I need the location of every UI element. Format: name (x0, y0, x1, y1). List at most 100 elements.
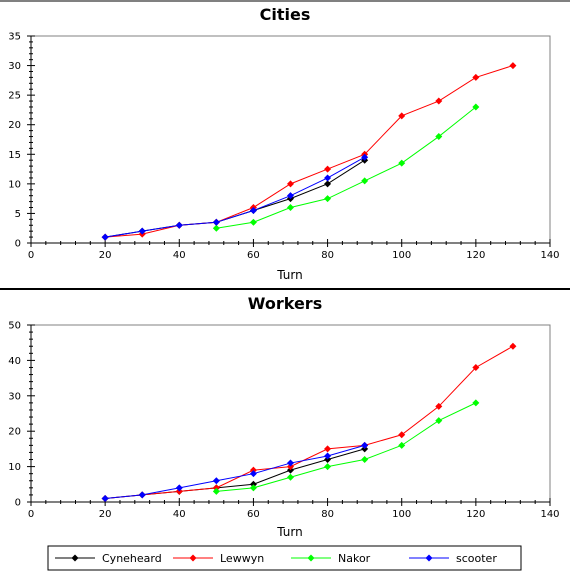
workers-point-lewwyn (398, 431, 406, 439)
cities-series-line-lewwyn (105, 65, 514, 238)
workers-y-tick-label: 30 (8, 391, 21, 402)
workers-y-tick-label: 10 (8, 462, 21, 473)
workers-chart: Workers 0 10 20 30 40 50 0 20 40 60 80 100 120 140 Tu… (8, 294, 559, 539)
cities-point-scooter (287, 192, 294, 200)
cities-series-line-scooter (105, 156, 365, 238)
legend-marker-nakor (307, 554, 315, 562)
legend-marker-scooter (425, 554, 433, 562)
cities-point-nakor (212, 224, 220, 232)
cities-point-lewwyn (509, 62, 517, 70)
workers-point-nakor (435, 417, 443, 425)
legend-label-cyneheard: Cyneheard (102, 552, 162, 565)
cities-y-tick-label: 0 (15, 239, 21, 250)
workers-y-tick-label: 0 (15, 498, 21, 509)
workers-point-nakor (361, 456, 369, 464)
workers-series (101, 342, 517, 502)
workers-point-lewwyn (287, 463, 294, 471)
workers-point-cyneheard (324, 456, 332, 464)
cities-y-tick-label: 25 (8, 91, 21, 102)
cities-point-lewwyn (435, 97, 443, 105)
workers-chart-title: Workers (248, 294, 322, 313)
workers-point-nakor (324, 463, 332, 471)
legend-entry-nakor: Nakor (291, 552, 371, 565)
cities-point-lewwyn (398, 112, 406, 120)
workers-point-scooter (138, 491, 146, 499)
cities-point-scooter (249, 206, 257, 214)
workers-x-tick-label: 60 (247, 509, 260, 520)
cities-point-scooter (212, 218, 220, 226)
cities-point-cyneheard (324, 180, 332, 188)
legend-marker-cyneheard (71, 554, 79, 562)
workers-point-nakor (212, 487, 220, 495)
cities-point-nakor (287, 204, 294, 212)
workers-series-line-nakor (216, 402, 477, 492)
workers-point-lewwyn (509, 342, 517, 350)
workers-point-cyneheard (287, 466, 294, 474)
workers-series-line-scooter (105, 444, 365, 499)
workers-point-nakor (398, 441, 406, 449)
workers-point-lewwyn (472, 363, 480, 371)
cities-x-tick-label: 120 (466, 250, 485, 261)
cities-x-tick-label: 20 (99, 250, 112, 261)
cities-chart-title: Cities (260, 5, 311, 24)
legend-label-nakor: Nakor (338, 552, 371, 565)
cities-point-nakor (324, 195, 332, 203)
cities-point-nakor (472, 103, 480, 111)
workers-point-scooter (175, 484, 183, 492)
workers-point-scooter (249, 470, 257, 478)
cities-point-nakor (361, 177, 369, 185)
workers-point-lewwyn (249, 466, 257, 474)
legend-entry-lewwyn: Lewwyn (173, 552, 264, 565)
workers-point-lewwyn (324, 445, 332, 453)
workers-point-scooter (212, 477, 220, 485)
cities-point-lewwyn (324, 165, 332, 173)
legend-label-lewwyn: Lewwyn (220, 552, 264, 565)
cities-y-tick-label: 30 (8, 61, 21, 72)
cities-point-nakor (398, 159, 406, 167)
cities-point-scooter (101, 233, 109, 241)
workers-x-tick-label: 120 (466, 509, 485, 520)
workers-x-tick-label: 40 (173, 509, 186, 520)
workers-point-cyneheard (361, 445, 369, 453)
cities-series (101, 62, 517, 241)
workers-y-tick-label: 40 (8, 356, 21, 367)
cities-point-lewwyn (287, 180, 294, 188)
workers-x-tick-label: 80 (321, 509, 334, 520)
cities-y-tick-label: 5 (15, 209, 21, 220)
cities-x-tick-label: 80 (321, 250, 334, 261)
cities-x-tick-label: 140 (540, 250, 559, 261)
legend-entry-scooter: scooter (409, 552, 497, 565)
cities-point-nakor (249, 218, 257, 226)
cities-point-scooter (361, 153, 369, 161)
workers-point-lewwyn (212, 484, 220, 492)
workers-x-tick-label: 140 (540, 509, 559, 520)
workers-x-tick-label: 0 (28, 509, 34, 520)
workers-point-nakor (472, 399, 480, 407)
legend: Cyneheard Lewwyn Nakor scooter (47, 545, 522, 571)
workers-y-tick-label: 50 (8, 321, 21, 332)
workers-x-tick-label: 100 (392, 509, 411, 520)
cities-series-line-nakor (216, 106, 477, 229)
workers-point-lewwyn (435, 402, 443, 410)
cities-point-nakor (435, 133, 443, 141)
cities-x-tick-label: 60 (247, 250, 260, 261)
workers-y-tick-label: 20 (8, 427, 21, 438)
cities-x-tick-label: 100 (392, 250, 411, 261)
workers-point-lewwyn (175, 487, 183, 495)
cities-y-tick-label: 15 (8, 150, 21, 161)
cities-y-tick-label: 35 (8, 32, 21, 43)
cities-point-scooter (324, 174, 332, 182)
cities-x-tick-label: 0 (28, 250, 34, 261)
cities-x-axis-label: Turn (276, 268, 302, 282)
workers-x-axis-label: Turn (276, 525, 302, 539)
cities-axes: 0 5 10 15 20 25 30 35 0 20 40 60 80 100 120 140 (8, 32, 559, 262)
legend-marker-lewwyn (189, 554, 197, 562)
cities-y-tick-label: 10 (8, 179, 21, 190)
workers-point-scooter (324, 452, 332, 460)
cities-point-scooter (138, 227, 146, 235)
workers-axes: 0 10 20 30 40 50 0 20 40 60 80 100 120 140 (8, 321, 559, 521)
workers-x-tick-label: 20 (99, 509, 112, 520)
cities-point-scooter (175, 221, 183, 229)
